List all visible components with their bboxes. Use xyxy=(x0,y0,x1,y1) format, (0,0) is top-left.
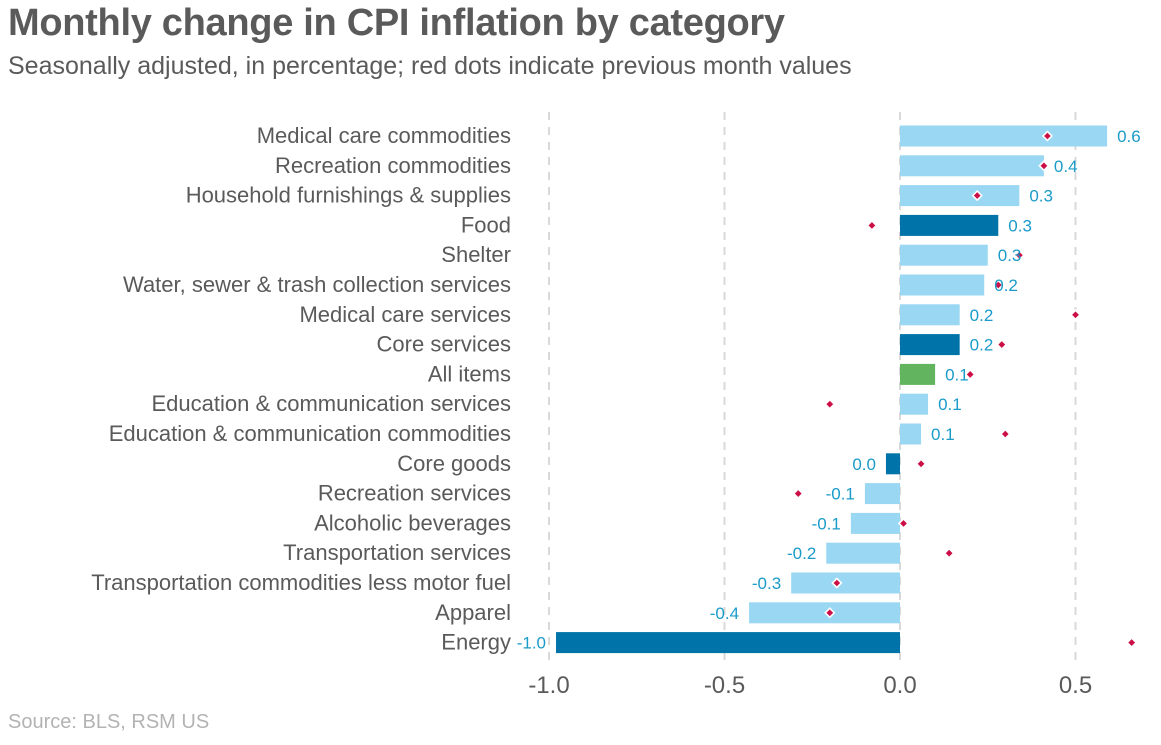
category-label: Transportation services xyxy=(283,540,511,565)
data-label: 0.3 xyxy=(1029,187,1053,206)
data-label: -0.2 xyxy=(787,544,816,563)
bar xyxy=(900,393,929,415)
previous-month-dot xyxy=(1038,160,1050,172)
x-tick-label: -0.5 xyxy=(704,672,745,699)
previous-month-dot xyxy=(992,279,1004,291)
previous-month-dots xyxy=(792,130,1138,649)
data-label: 0.4 xyxy=(1054,157,1078,176)
data-label: 0.6 xyxy=(1117,127,1141,146)
data-label: -0.1 xyxy=(812,514,841,533)
data-label: 0.1 xyxy=(931,425,955,444)
bar xyxy=(900,244,988,266)
bar xyxy=(900,304,960,326)
bar xyxy=(791,572,900,594)
previous-month-dot xyxy=(971,189,983,202)
bar xyxy=(826,542,900,564)
previous-month-dot xyxy=(1126,636,1138,649)
category-label: Apparel xyxy=(435,600,511,625)
data-label: 0.1 xyxy=(938,395,962,414)
bar xyxy=(900,274,985,296)
data-label: -1.0 xyxy=(517,634,546,653)
category-label: Core services xyxy=(377,332,511,357)
chart-subtitle: Seasonally adjusted, in percentage; red … xyxy=(8,52,852,80)
data-label: 0.2 xyxy=(970,306,994,325)
data-label: -0.4 xyxy=(710,604,739,623)
category-label: Recreation services xyxy=(318,481,511,506)
bar xyxy=(900,125,1108,147)
bar xyxy=(900,185,1020,207)
bar xyxy=(864,483,900,505)
category-label: Energy xyxy=(441,630,511,655)
source-note: Source: BLS, RSM US xyxy=(8,711,210,733)
bar xyxy=(850,512,900,534)
x-tick-label: -1.0 xyxy=(528,672,569,699)
previous-month-dot xyxy=(999,428,1011,440)
data-label: 0.3 xyxy=(998,246,1022,265)
previous-month-dot xyxy=(964,368,976,381)
x-tick-label: 0.0 xyxy=(883,672,916,699)
previous-month-dot xyxy=(824,398,836,410)
bar xyxy=(900,423,922,445)
category-label: Food xyxy=(461,212,511,237)
previous-month-dot xyxy=(1013,249,1025,261)
bar xyxy=(885,453,900,475)
data-label: -0.1 xyxy=(826,485,855,504)
data-label: 0.1 xyxy=(945,365,969,384)
x-tick-label: 0.5 xyxy=(1059,672,1092,699)
data-label: 0.2 xyxy=(994,276,1018,295)
bar xyxy=(900,363,936,385)
bar xyxy=(900,155,1044,177)
category-label: Recreation commodities xyxy=(275,153,511,178)
category-label: Medical care commodities xyxy=(257,123,511,148)
category-label: Core goods xyxy=(397,451,511,476)
previous-month-dot xyxy=(897,517,910,530)
previous-month-dot xyxy=(831,577,843,589)
category-label: Education & communication services xyxy=(152,391,512,416)
category-label: Alcoholic beverages xyxy=(314,510,511,535)
chart-title: Monthly change in CPI inflation by categ… xyxy=(8,2,785,44)
category-label: Medical care services xyxy=(299,302,511,327)
data-label: -0.3 xyxy=(752,574,781,593)
data-label: 0.2 xyxy=(970,336,994,355)
category-label: Education & communication commodities xyxy=(109,421,511,446)
data-label: 0.3 xyxy=(1008,216,1032,235)
data-label: 0.0 xyxy=(852,455,876,474)
previous-month-dot xyxy=(1041,130,1054,142)
previous-month-dot xyxy=(792,487,804,500)
previous-month-dot xyxy=(943,547,955,559)
category-label: Transportation commodities less motor fu… xyxy=(91,570,511,595)
category-label: All items xyxy=(428,361,511,386)
bars xyxy=(556,125,1108,654)
bar xyxy=(556,632,900,654)
category-label: Shelter xyxy=(441,242,511,267)
previous-month-dot xyxy=(824,607,836,619)
category-label: Household furnishings & supplies xyxy=(186,183,511,208)
category-label: Water, sewer & trash collection services xyxy=(123,272,511,297)
bar xyxy=(900,214,999,236)
previous-month-dot xyxy=(996,338,1008,351)
previous-month-dot xyxy=(1069,309,1082,321)
previous-month-dot xyxy=(915,458,927,470)
bar xyxy=(900,334,960,356)
labels: -1.0 -0.5 0.0 0.5 Medical care commodities 0.… xyxy=(91,123,1141,699)
previous-month-dot xyxy=(866,219,878,232)
